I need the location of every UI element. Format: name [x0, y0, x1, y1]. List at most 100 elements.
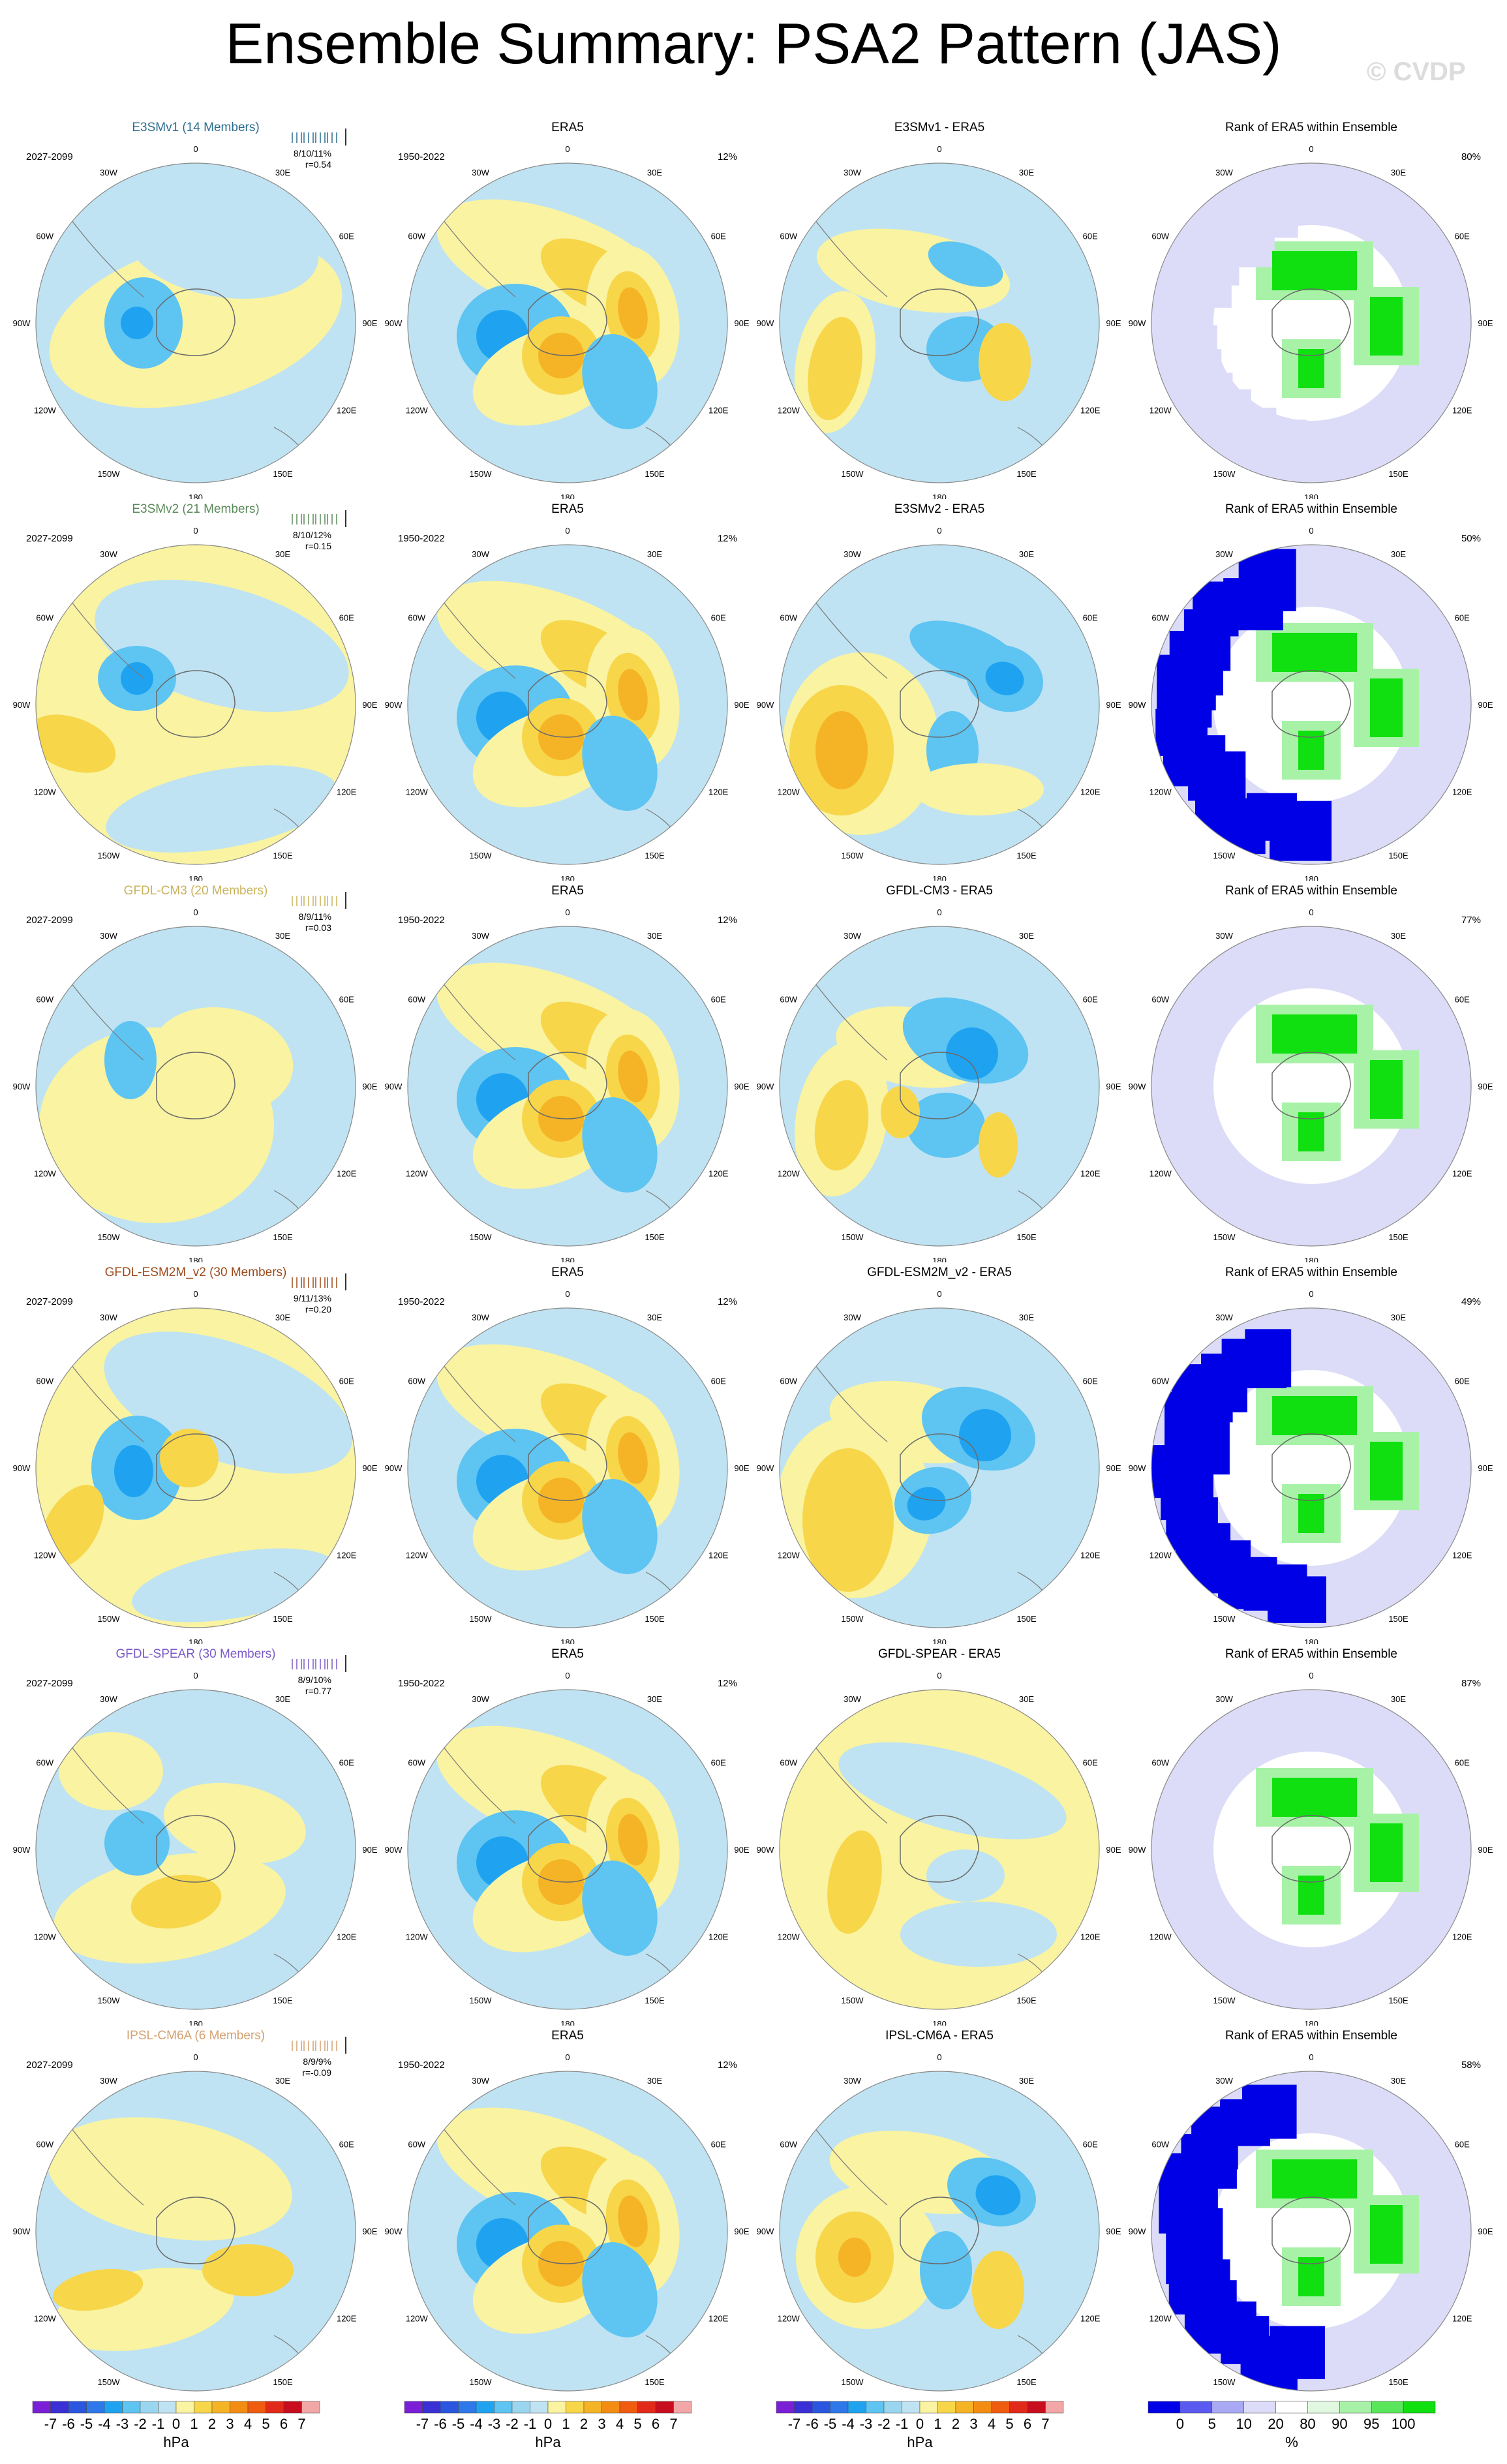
colorbar-swatch [776, 2401, 795, 2414]
longitude-label: 180 [189, 493, 203, 499]
colorbar-swatch [32, 2401, 51, 2414]
contour-high-center [881, 1086, 920, 1138]
colorbar-swatch [812, 2401, 830, 2414]
antarctica-coastline [1271, 1815, 1351, 1883]
colorbar-tick-label: 3 [226, 2416, 234, 2432]
south-america-coastline [65, 593, 144, 679]
model-title: E3SMv2 (21 Members) [132, 502, 260, 516]
colorbar-tick-label: -5 [80, 2416, 93, 2432]
colorbar-tick-label: -1 [524, 2416, 537, 2432]
longitude-label: 60E [711, 1376, 726, 1386]
longitude-label: 120E [1080, 406, 1101, 416]
longitude-label: 60E [339, 232, 354, 241]
rank-percent: 58% [1461, 2060, 1481, 2071]
longitude-label: 150E [1016, 851, 1037, 860]
colorbar-swatch [1211, 2401, 1244, 2414]
rank-high-patch [1370, 1442, 1403, 1500]
colorbar-swatch [301, 2401, 320, 2414]
contour-low-northeast-core [975, 2175, 1021, 2215]
longitude-label: 60E [1455, 232, 1470, 241]
longitude-label: 180 [560, 2019, 575, 2026]
longitude-label: 90E [734, 2227, 749, 2236]
stats-correlation: r=0.20 [305, 1304, 331, 1315]
longitude-label: 150W [470, 1614, 493, 1624]
antarctica-coastline [528, 288, 607, 356]
stats-percent: 8/10/11% [293, 148, 331, 159]
colorbar-tick-label: -4 [842, 2416, 855, 2432]
south-america-coastline [436, 593, 516, 679]
colorbar-swatch [1403, 2401, 1436, 2414]
longitude-label: 90W [757, 1463, 774, 1473]
longitude-label: 180 [189, 1256, 203, 1262]
rank-percent: 49% [1461, 1296, 1481, 1307]
era5-panel: 030E60E90E120E150E180150W120W90W60W30WER… [385, 2029, 750, 2407]
model-title: GFDL-SPEAR (30 Members) [115, 1647, 276, 1661]
longitude-label: 60W [780, 232, 797, 241]
contour-high-west-core [814, 1080, 869, 1171]
longitude-label: 60W [780, 1758, 797, 1768]
longitude-label: 120W [34, 787, 57, 797]
longitude-label: 90E [362, 318, 377, 328]
south-america-coastline [436, 1356, 516, 1442]
colorbar-swatch [104, 2401, 123, 2414]
colorbar-swatch [211, 2401, 230, 2414]
model-period: 2027-2099 [26, 533, 73, 544]
longitude-label: 150E [1016, 469, 1037, 479]
model-panel: 0 30E 60E 90E 120E 150E 180 150W 120W 90W 60W 30W GF… [13, 1266, 378, 1644]
longitude-label: 0 [565, 2052, 570, 2062]
longitude-label: 150E [1388, 1614, 1408, 1624]
colorbar-tick-label: -3 [116, 2416, 129, 2432]
longitude-label: 30E [1391, 1313, 1406, 1322]
south-america-coastline [65, 1356, 144, 1442]
era5-percent: 12% [717, 2060, 737, 2071]
longitude-label: 180 [189, 874, 203, 881]
south-america-coastline [65, 975, 144, 1061]
longitude-label: 120E [337, 406, 357, 416]
longitude-label: 150E [645, 2377, 665, 2387]
longitude-label: 180 [560, 493, 575, 499]
map-boundary [35, 1307, 356, 1628]
colorbar-tick-label: -6 [434, 2416, 447, 2432]
map-boundary [35, 2071, 356, 2392]
longitude-label: 150W [842, 1614, 864, 1624]
era5-title: ERA5 [551, 2029, 584, 2043]
longitude-label: 60E [711, 1758, 726, 1768]
longitude-label: 30E [647, 1313, 662, 1322]
longitude-label: 90E [362, 700, 377, 710]
longitude-label: 150E [1388, 1996, 1408, 2005]
contour-low-west-core [114, 1445, 153, 1497]
colorbar-tick-label: -3 [488, 2416, 501, 2432]
era5-percent: 12% [717, 151, 737, 162]
contour-low-southeast [582, 334, 658, 429]
longitude-label: 60E [711, 995, 726, 1005]
contour-low-southeast [582, 716, 658, 811]
colorbar-tick-label: -2 [134, 2416, 147, 2432]
longitude-label: 60W [1151, 1376, 1169, 1386]
colorbar-swatch [655, 2401, 674, 2414]
longitude-label: 30E [647, 168, 662, 177]
longitude-label: 150W [470, 1232, 493, 1242]
map-field [408, 163, 727, 483]
colorbar-swatch [1243, 2401, 1276, 2414]
difference-panel: 0 30E 60E 90E 120E 150E 180 150W 120W 90W 60W 30W GF… [757, 884, 1122, 1262]
longitude-label: 30W [844, 1694, 861, 1704]
longitude-label: 150W [842, 1996, 864, 2005]
longitude-label: 120E [1452, 1551, 1472, 1560]
colorbar-swatch [547, 2401, 566, 2414]
difference-title: GFDL-ESM2M_v2 - ERA5 [867, 1266, 1012, 1279]
antarctica-coastline [900, 1433, 979, 1501]
era5-title: ERA5 [551, 1266, 584, 1279]
rank-high-patch [1370, 2205, 1403, 2264]
longitude-label: 30W [1215, 549, 1233, 559]
longitude-label: 180 [560, 874, 575, 881]
longitude-label: 90E [1478, 1082, 1493, 1091]
contour-high-east [979, 323, 1031, 401]
map-field [36, 1308, 356, 1628]
longitude-label: 60E [711, 613, 726, 623]
longitude-label: 30E [647, 2076, 662, 2086]
